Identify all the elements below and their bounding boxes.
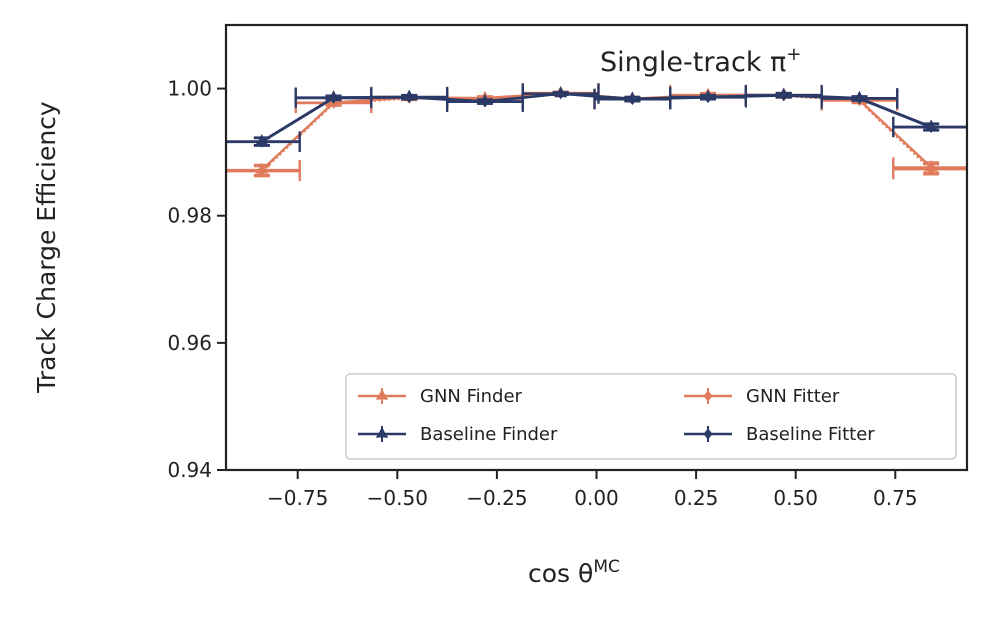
legend-item: GNN Finder [358, 386, 523, 407]
legend-marker [703, 428, 713, 440]
y-axis-title: Track Charge Efficiency [32, 101, 61, 394]
y-tick-label: 1.00 [167, 77, 212, 101]
legend-marker [375, 388, 389, 400]
data-point [892, 159, 967, 180]
legend-label: Baseline Fitter [746, 424, 875, 445]
series-baseline-fitter [226, 83, 967, 152]
data-point-marker [703, 91, 713, 104]
data-point-marker [404, 91, 414, 104]
data-point-marker [926, 163, 936, 175]
x-tick-label: −0.50 [367, 486, 428, 510]
legend: GNN Finder GNN Fitter Baseline Finder Basel… [345, 373, 957, 460]
annotation: Single-track π+ [600, 44, 801, 78]
y-tick-label: 0.98 [167, 204, 212, 228]
data-point [226, 161, 301, 182]
data-point [370, 87, 449, 108]
x-axis: −0.75 −0.50 −0.25 0.00 0.25 0.50 0.75 [267, 470, 918, 510]
legend-label: Baseline Finder [420, 424, 558, 445]
data-point-marker [854, 93, 864, 105]
data-point-marker [257, 165, 267, 177]
data-point [226, 131, 301, 152]
x-axis-title: cos θMC [528, 557, 620, 588]
legend-marker [703, 390, 713, 402]
x-tick-label: 0.00 [574, 486, 619, 510]
data-point [892, 117, 967, 138]
data-point [521, 83, 600, 104]
y-tick-label: 0.96 [167, 331, 212, 355]
legend-marker [375, 426, 389, 438]
legend-label: GNN Finder [420, 386, 523, 407]
data-point [593, 89, 672, 110]
data-point [820, 88, 899, 109]
data-point [446, 91, 524, 112]
legend-item: Baseline Finder [358, 424, 558, 445]
data-point-marker [556, 88, 566, 100]
x-tick-label: 0.50 [773, 486, 818, 510]
legend-item: GNN Fitter [684, 386, 840, 407]
data-point-marker [779, 89, 789, 102]
data-point [669, 87, 747, 108]
y-axis: 0.94 0.96 0.98 1.00 [167, 77, 226, 482]
y-tick-label: 0.94 [167, 458, 212, 482]
legend-box [345, 373, 957, 460]
x-tick-label: −0.75 [267, 486, 328, 510]
data-point-marker [329, 92, 339, 104]
data-point-marker [627, 93, 637, 106]
x-tick-label: −0.25 [466, 486, 527, 510]
data-point-marker [926, 121, 936, 133]
data-point-marker [257, 136, 267, 148]
legend-item: Baseline Fitter [684, 424, 875, 445]
x-tick-label: 0.25 [674, 486, 719, 510]
legend-label: GNN Fitter [746, 386, 840, 407]
plot-area [226, 83, 967, 182]
x-tick-label: 0.75 [873, 486, 918, 510]
data-point-marker [480, 96, 490, 108]
